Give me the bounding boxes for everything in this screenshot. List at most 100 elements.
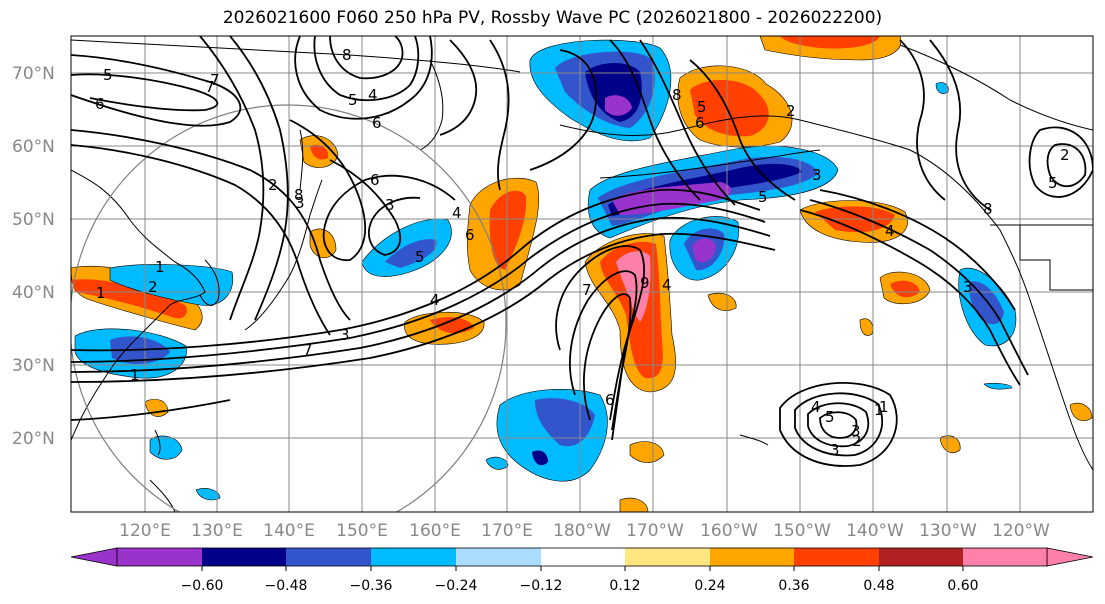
lon-label: 170°W bbox=[626, 521, 684, 541]
pos-anomaly-northeast-pacific-b-core bbox=[890, 280, 920, 298]
contour-line bbox=[1028, 126, 1093, 198]
neg-anomaly-subtropical-dark bbox=[532, 450, 548, 466]
contour-label: 1 bbox=[155, 258, 165, 276]
contour-line bbox=[229, 36, 289, 321]
colorbar-swatch bbox=[794, 548, 879, 566]
contour-line bbox=[794, 392, 883, 457]
contour-line bbox=[71, 202, 766, 363]
contour-label: 4 bbox=[430, 291, 440, 309]
contour-label: 5 bbox=[697, 98, 707, 116]
circle-outline bbox=[71, 104, 507, 512]
colorbar-label: −0.60 bbox=[181, 578, 224, 594]
contour-label: 4 bbox=[452, 204, 462, 222]
neg-anomaly-gulf-purple bbox=[692, 238, 716, 263]
coast-canada bbox=[899, 44, 1093, 131]
colorbar-swatch bbox=[963, 548, 1047, 566]
coast-kamchatka bbox=[419, 59, 444, 151]
coast-hawaii bbox=[739, 434, 769, 446]
pos-anomaly-alaska-coast-core bbox=[690, 80, 769, 137]
neg-anomaly-small-d bbox=[983, 382, 1013, 390]
contour-label: 8 bbox=[342, 46, 352, 64]
coast-taiwan bbox=[154, 429, 161, 456]
lat-label: 20°N bbox=[12, 429, 55, 449]
contour-label: 3 bbox=[385, 196, 395, 214]
contour-label: 5 bbox=[348, 91, 358, 109]
lon-label: 150°W bbox=[773, 521, 831, 541]
contour-label: 7 bbox=[582, 281, 592, 299]
colorbar-swatch bbox=[541, 548, 625, 566]
lat-label: 40°N bbox=[12, 283, 55, 303]
contour-label: 3 bbox=[295, 194, 305, 212]
lon-label: 130°E bbox=[191, 521, 243, 541]
pos-anomaly-small-b bbox=[1069, 402, 1093, 421]
colorbar-label: 0.60 bbox=[947, 578, 978, 594]
contour-line bbox=[489, 39, 510, 191]
contour-line bbox=[809, 199, 1029, 376]
contour-label: 1 bbox=[879, 398, 889, 416]
neg-anomaly-small-b bbox=[485, 456, 509, 470]
contour-line bbox=[529, 49, 598, 171]
colorbar-label: −0.36 bbox=[350, 578, 393, 594]
lat-label: 60°N bbox=[12, 137, 55, 157]
neg-anomaly-bering-purple bbox=[605, 95, 632, 116]
lon-label: 120°W bbox=[992, 521, 1050, 541]
colorbar-swatch bbox=[879, 548, 963, 566]
contour-label: 6 bbox=[605, 391, 615, 409]
pos-anomaly-small-f bbox=[619, 497, 649, 512]
contour-label: 1 bbox=[96, 284, 106, 302]
contour-label: 4 bbox=[885, 222, 895, 240]
contour-label: 2 bbox=[852, 432, 862, 450]
colorbar-swatch bbox=[456, 548, 541, 566]
colorbar-swatch bbox=[625, 548, 710, 566]
contour-labels: 5 6 7 8 4 5 6 1 2 1 1 2 3 7 3 4 6 3 4 5 … bbox=[95, 46, 1070, 459]
coast-sakhalin bbox=[299, 129, 304, 191]
colorbar-label: −0.24 bbox=[435, 578, 478, 594]
colorbar-swatch bbox=[286, 548, 371, 566]
colorbar-label: −0.12 bbox=[520, 578, 563, 594]
colorbar-label: 0.36 bbox=[778, 578, 809, 594]
pv-anomaly-shading bbox=[71, 36, 1093, 512]
contour-line bbox=[313, 36, 420, 102]
neg-anomaly-small-e bbox=[195, 488, 221, 501]
contour-line bbox=[779, 381, 898, 467]
pos-anomaly-japan-north-core bbox=[310, 144, 329, 160]
contour-line bbox=[71, 73, 219, 112]
border-states bbox=[1019, 225, 1093, 291]
pos-anomaly-north-pacific-core bbox=[489, 190, 527, 270]
coast-alaska bbox=[559, 115, 1093, 471]
contour-label: 5 bbox=[415, 248, 425, 266]
contour-label: 4 bbox=[368, 86, 378, 104]
lon-label: 140°E bbox=[263, 521, 315, 541]
lat-label: 30°N bbox=[12, 356, 55, 376]
contour-line bbox=[439, 39, 478, 136]
colorbar-swatch bbox=[371, 548, 456, 566]
colorbar-label: 0.48 bbox=[863, 578, 894, 594]
colorbar-swatch bbox=[117, 548, 202, 566]
contour-line bbox=[294, 36, 433, 120]
contour-line bbox=[807, 402, 870, 448]
colorbar-label: 0.24 bbox=[694, 578, 725, 594]
contour-label: 3 bbox=[340, 326, 350, 344]
contour-label: 6 bbox=[465, 226, 475, 244]
contour-label: 5 bbox=[1048, 174, 1058, 192]
contour-line bbox=[799, 209, 1021, 386]
contour-line bbox=[689, 59, 796, 201]
contour-label: 8 bbox=[983, 200, 993, 218]
contour-line bbox=[639, 39, 736, 206]
contour-line bbox=[71, 399, 231, 421]
neg-anomaly-small-c bbox=[935, 82, 949, 94]
contour-label: 2 bbox=[268, 176, 278, 194]
contour-label: 6 bbox=[95, 95, 105, 113]
contour-label: 8 bbox=[294, 186, 304, 204]
colorbar-extend-high bbox=[1046, 547, 1094, 567]
contour-label: 7 bbox=[210, 71, 220, 89]
contour-label: 2 bbox=[786, 102, 796, 120]
contour-line bbox=[899, 39, 946, 201]
graticule bbox=[71, 36, 1093, 512]
contour-line bbox=[71, 129, 351, 321]
colorbar-swatches bbox=[117, 548, 1047, 566]
contour-label: 9 bbox=[640, 274, 650, 292]
contour-line bbox=[71, 188, 761, 352]
map-frame bbox=[70, 35, 1094, 513]
coast-siberia bbox=[71, 39, 521, 73]
